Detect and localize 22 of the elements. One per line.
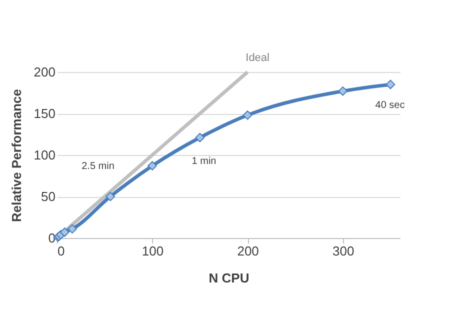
annotation: 2.5 min — [82, 161, 114, 172]
y-tick-label: 50 — [41, 189, 56, 204]
y-axis-title: Relative Performance — [8, 89, 24, 222]
point — [148, 161, 157, 170]
point — [68, 224, 77, 234]
x-tick-label: 200 — [237, 244, 259, 258]
point — [106, 192, 116, 202]
y-tick-label: 150 — [34, 106, 56, 121]
x-axis-title: N CPU — [208, 270, 250, 286]
y-tick-label: 200 — [34, 64, 56, 80]
point — [195, 132, 205, 142]
annotation: 40 sec — [375, 100, 405, 111]
point — [60, 228, 70, 237]
x-tick-label: 0 — [58, 244, 65, 258]
point — [338, 86, 348, 96]
x-tick-label: 100 — [142, 244, 164, 258]
annotation: 1 min — [192, 156, 216, 167]
y-tick-label: 100 — [34, 148, 56, 162]
x-tick-label: 300 — [332, 244, 354, 258]
series-label: Ideal — [246, 52, 270, 64]
point — [242, 110, 252, 120]
point — [386, 80, 396, 90]
